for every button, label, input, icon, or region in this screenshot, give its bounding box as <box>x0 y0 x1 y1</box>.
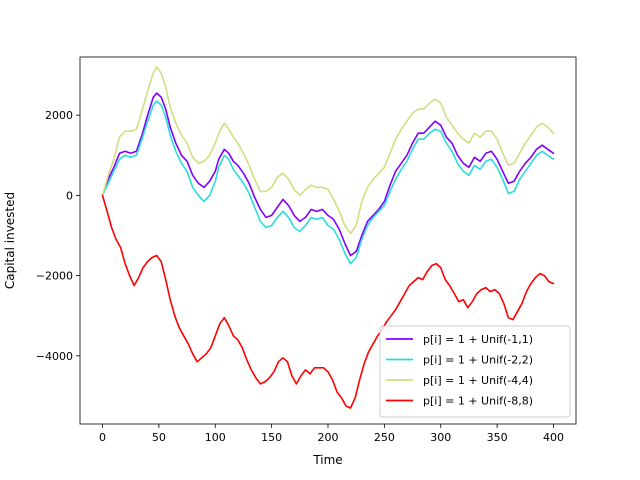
series-line-4 <box>101 194 555 409</box>
y-axis-label: Capital invested <box>3 192 17 289</box>
y-tick-label: −4000 <box>36 350 73 363</box>
x-tick-label: 150 <box>261 431 282 444</box>
y-tick-label: 2000 <box>45 109 73 122</box>
y-tick-label: 0 <box>66 189 73 202</box>
legend-box <box>379 325 571 418</box>
legend-label-1: p[i] = 1 + Unif(-1,1) <box>423 333 533 346</box>
y-tick-label: −2000 <box>36 270 73 283</box>
series-line-3 <box>101 66 555 235</box>
x-tick-label: 100 <box>205 431 226 444</box>
x-tick-label: 0 <box>99 431 106 444</box>
series-line-2 <box>101 100 555 265</box>
series-line-1 <box>101 92 555 257</box>
x-tick-label: 300 <box>430 431 451 444</box>
legend-label-4: p[i] = 1 + Unif(-8,8) <box>423 395 533 408</box>
x-tick-label: 350 <box>487 431 508 444</box>
legend-label-3: p[i] = 1 + Unif(-4,4) <box>423 374 533 387</box>
series-layer <box>101 66 555 409</box>
x-tick-label: 400 <box>543 431 564 444</box>
x-tick-label: 250 <box>374 431 395 444</box>
x-axis-label: Time <box>312 453 342 467</box>
legend-label-2: p[i] = 1 + Unif(-2,2) <box>423 354 533 367</box>
legend: p[i] = 1 + Unif(-1,1) p[i] = 1 + Unif(-2,… <box>379 325 571 418</box>
x-tick-label: 50 <box>152 431 166 444</box>
x-axis-ticks: 0 50 100 150 200 250 300 350 400 <box>99 424 564 444</box>
x-tick-label: 200 <box>318 431 339 444</box>
y-axis-ticks: −4000 −2000 0 2000 <box>36 109 80 363</box>
